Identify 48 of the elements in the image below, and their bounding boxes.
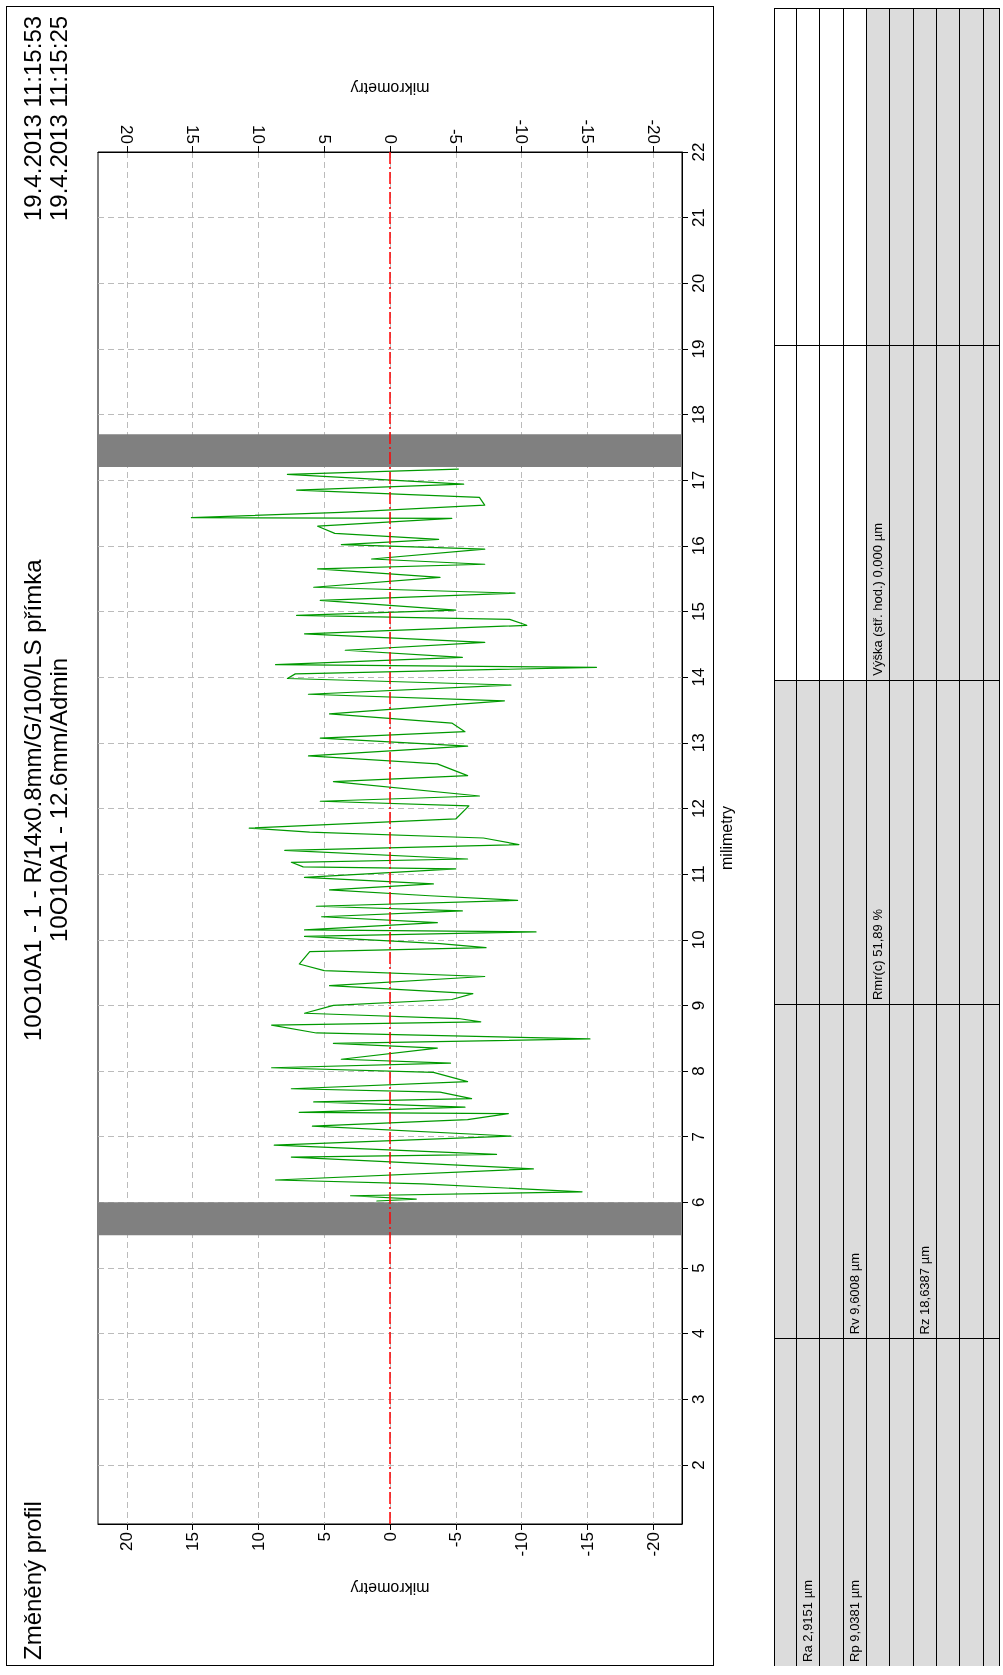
line-series (190, 468, 598, 1202)
y-tick-label: 15 (689, 602, 708, 621)
x-tick-label: 15 (183, 1532, 203, 1551)
x-axis-title: mikrometry (350, 1579, 430, 1597)
x2-tick-label: -5 (446, 128, 466, 144)
y-tick-label: 11 (689, 865, 708, 883)
y-tick-label: 8 (689, 1066, 708, 1076)
x2-axis-title: mikrometry (350, 79, 430, 97)
y-tick-label: 17 (689, 470, 708, 490)
y-tick-label: 21 (689, 208, 708, 228)
y-tick-label: 4 (689, 1328, 708, 1339)
y-tick-label: 13 (689, 733, 708, 753)
y-tick-label: 20 (689, 273, 708, 293)
text: 10O10A1 - 1 - R/14x0.8mm/G/100/LS přímka 10O10A1 - 12.6mm/Admin (19, 558, 72, 1043)
y-tick-label: 5 (689, 1263, 708, 1273)
x-tick-label: -5 (446, 1532, 466, 1548)
x2-tick-label: -10 (512, 119, 532, 144)
y-tick-label: 2 (689, 1460, 708, 1470)
x-tick-label: 5 (314, 1532, 334, 1542)
x2-tick-label: -20 (643, 119, 663, 144)
y-tick-label: 22 (689, 142, 708, 162)
x2-tick-label: -15 (577, 119, 597, 144)
y-tick-label: 9 (689, 1000, 708, 1011)
parameter-table: Výška (stř. hod.) 0,000 µm Rmr(c) 51,89 % Rv 9,6008 µm Rz 18,6387 µm Ra 2,9151 µm Rp 9,0381 µm (774, 8, 999, 1666)
x-tick-label: 10 (248, 1532, 268, 1551)
x-tick-label: -10 (512, 1532, 532, 1557)
y-axis-title: milimetry (717, 806, 735, 870)
x2-tick-label: 15 (183, 125, 203, 144)
y-tick-label: 18 (689, 405, 708, 425)
x-tick-label: -15 (577, 1532, 597, 1557)
y-tick-label: 14 (689, 667, 708, 687)
x-tick-label: 0 (380, 1532, 400, 1542)
x-tick-label: -20 (643, 1532, 663, 1557)
y-tick-label: 12 (689, 799, 708, 818)
text: 19.4.2013 11:15:25 (45, 16, 72, 222)
x-tick-label: 20 (117, 1532, 137, 1551)
y-tick-label: 3 (689, 1394, 708, 1405)
x2-tick-label: 0 (380, 134, 400, 144)
y-tick-label: 19 (689, 339, 708, 359)
x2-tick-label: 10 (248, 125, 268, 144)
y-tick-label: 6 (689, 1197, 708, 1208)
x2-tick-label: 5 (314, 134, 334, 144)
y-tick-label: 7 (689, 1131, 708, 1142)
y-tick-label: 16 (689, 536, 708, 556)
text: 19.4.2013 11:15:53 (19, 16, 46, 222)
text: Změněný profil (19, 1500, 46, 1660)
x2-tick-label: 20 (117, 125, 137, 144)
y-tick-label: 10 (689, 930, 708, 950)
